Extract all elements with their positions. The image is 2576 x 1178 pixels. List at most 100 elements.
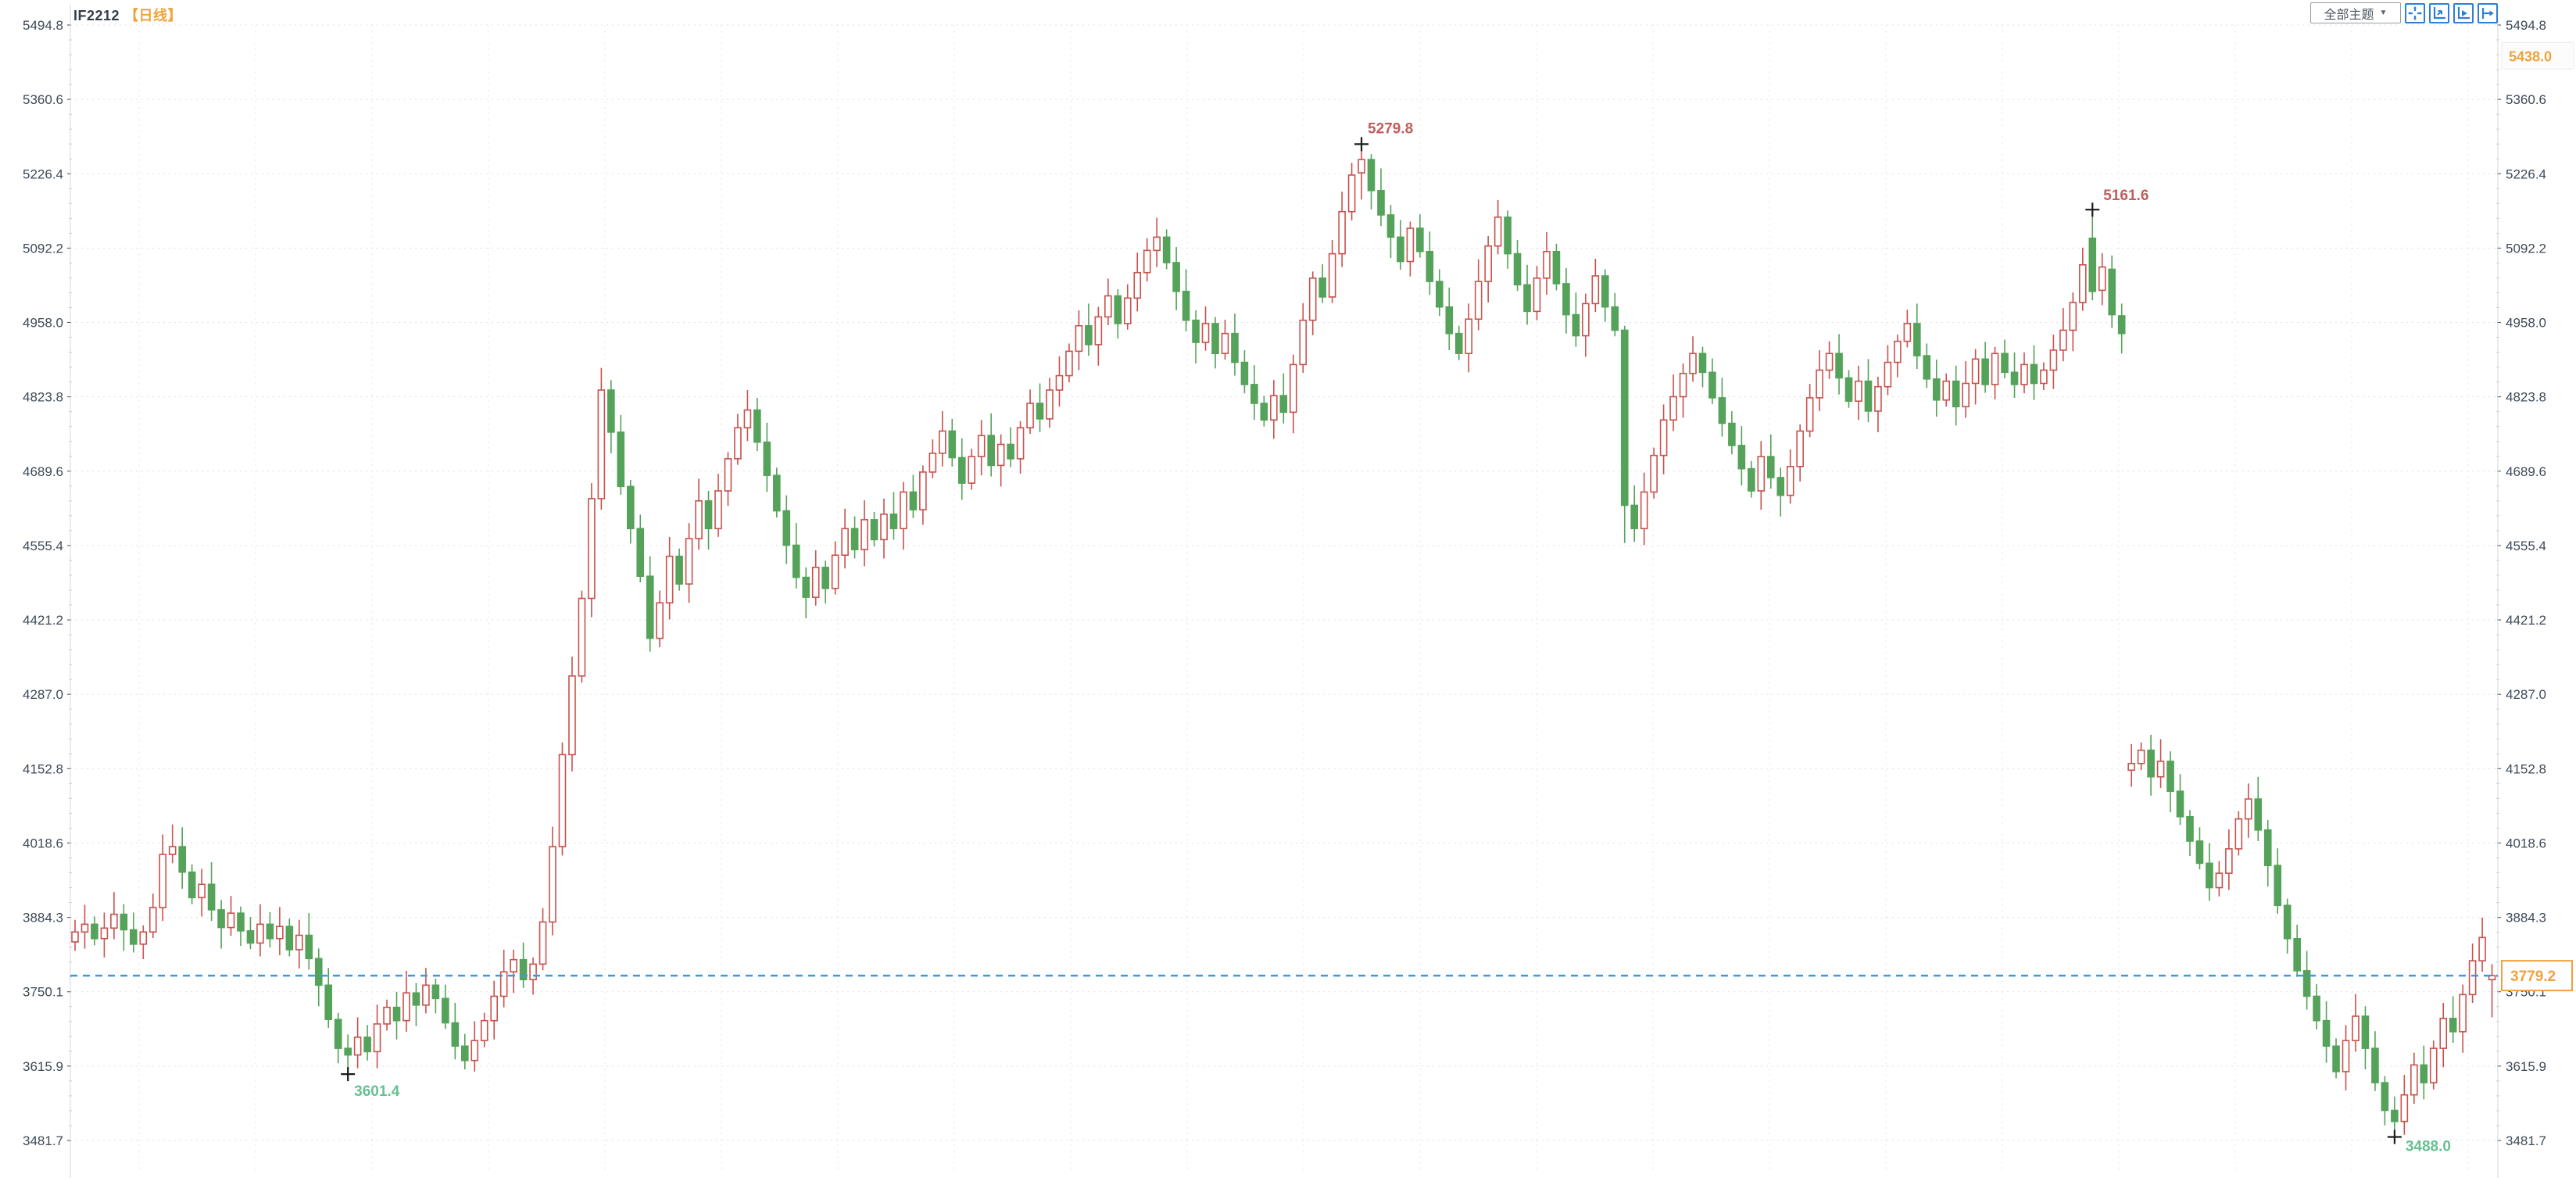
candle-body <box>1143 249 1151 274</box>
candle <box>1347 163 1356 221</box>
candle <box>1143 238 1151 282</box>
candle-body <box>987 435 995 467</box>
candle-body <box>91 923 98 940</box>
axes-play-icon[interactable] <box>2453 2 2474 23</box>
candle-body <box>412 992 420 1006</box>
candle-body <box>2020 363 2028 385</box>
candle-body <box>2468 960 2477 996</box>
candle-body <box>1786 466 1794 496</box>
candle <box>578 590 586 683</box>
candle-body <box>1416 227 1424 252</box>
candle-body <box>1611 306 1619 331</box>
candle <box>1465 303 1473 373</box>
candle <box>792 523 800 589</box>
candle <box>1318 264 1326 303</box>
candle <box>1825 341 1834 379</box>
candle-body <box>2459 994 2467 1033</box>
candle-body <box>1504 217 1512 255</box>
candle <box>2352 994 2360 1052</box>
axes-scale-icon[interactable] <box>2429 2 2449 23</box>
candle-body <box>1270 395 1278 421</box>
candle <box>1055 356 1064 407</box>
candle <box>1562 268 1570 334</box>
candle-body <box>2361 1015 2370 1049</box>
candle <box>2059 308 2067 362</box>
theme-dropdown[interactable]: 全部主题 ▼ <box>2310 2 2401 23</box>
candle <box>1572 292 1580 347</box>
candle <box>1582 293 1590 357</box>
candle-body <box>1153 236 1161 252</box>
candle <box>724 452 732 507</box>
candle <box>675 548 683 591</box>
candle-body <box>2117 315 2126 335</box>
candle-body <box>773 474 781 512</box>
candle-body <box>120 913 128 931</box>
candle-body <box>2195 840 2204 865</box>
candle <box>939 410 946 467</box>
candle-body <box>588 498 596 600</box>
candle <box>928 439 937 478</box>
candle <box>1962 361 1970 418</box>
candle-body <box>870 519 878 541</box>
y-axis-label-right: 4958.0 <box>2506 316 2546 331</box>
candle-body <box>442 997 449 1024</box>
candle-body <box>2429 1047 2438 1083</box>
candle-body <box>1085 324 1093 346</box>
candle <box>977 420 986 476</box>
candle <box>821 560 829 603</box>
candle-body <box>1240 361 1249 385</box>
candle <box>1328 239 1336 303</box>
upper-price-marker-label: 5438.0 <box>2509 48 2552 64</box>
y-axis-label-right: 4287.0 <box>2506 687 2546 702</box>
candle <box>2410 1052 2418 1105</box>
candle-body <box>607 389 615 433</box>
candle-body <box>1026 403 1034 428</box>
candle-body <box>168 846 177 855</box>
candle-body <box>499 971 508 997</box>
candle-body <box>2206 862 2213 889</box>
candle-body <box>1075 324 1083 353</box>
candle-body <box>1114 295 1122 324</box>
candle-body <box>1718 397 1726 424</box>
candle-body <box>889 513 898 530</box>
candle-body <box>2400 1094 2409 1123</box>
candle-body <box>2449 1018 2457 1033</box>
candle <box>626 479 635 544</box>
y-axis-label-right: 4823.8 <box>2506 390 2546 405</box>
candle <box>617 414 625 495</box>
candle <box>1474 259 1483 331</box>
y-axis-label-left: 3481.7 <box>23 1133 63 1148</box>
candle <box>2313 983 2320 1030</box>
pan-right-icon[interactable] <box>2478 2 2498 23</box>
candle <box>402 970 410 1032</box>
candle <box>1153 217 1161 267</box>
candle-body <box>2302 970 2311 997</box>
candle <box>1952 365 1960 426</box>
candle <box>1484 235 1492 303</box>
candle <box>159 834 167 922</box>
candle <box>1094 306 1103 366</box>
candle-body <box>597 389 606 499</box>
candle-body <box>295 934 303 951</box>
candle-body <box>188 871 196 899</box>
candle <box>1454 325 1463 360</box>
candle-body <box>1289 363 1297 414</box>
candle <box>1426 231 1434 295</box>
candle-body <box>1913 323 1921 356</box>
crosshair-icon[interactable] <box>2405 2 2425 23</box>
y-axis-label-left: 3615.9 <box>23 1059 63 1074</box>
candle-body <box>685 538 693 585</box>
candle-body <box>1757 456 1766 492</box>
candle <box>1513 239 1522 292</box>
candle <box>2206 843 2213 901</box>
candle <box>256 904 264 957</box>
candle <box>1796 424 1804 482</box>
candle <box>957 438 966 500</box>
candle <box>850 516 859 559</box>
candle-body <box>139 931 148 945</box>
candle-body <box>227 912 235 929</box>
low-price-annotation: 3488.0 <box>2406 1139 2451 1155</box>
candle <box>1445 287 1454 350</box>
y-axis-label-left: 4555.4 <box>23 539 63 553</box>
